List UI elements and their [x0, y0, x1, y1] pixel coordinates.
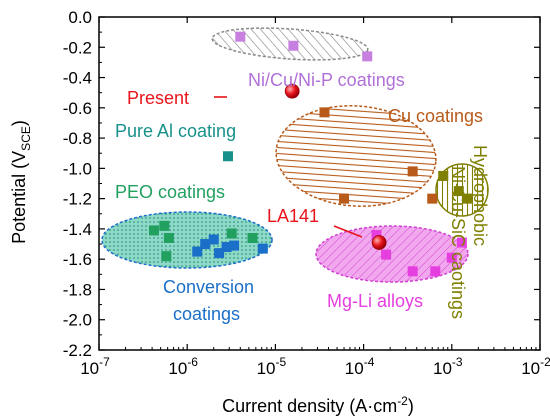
group-labels: Ni/Cu/Ni-P coatings Cu coatings Hydropho… — [115, 70, 490, 324]
label-ni-cu-sic: Ni-Cu-SiC caotings — [448, 166, 468, 319]
point-hydrophobic-ni-cu-sic-caotings — [438, 170, 449, 181]
ellipse-peo-conversion — [101, 211, 273, 269]
ellipse-cu — [275, 105, 437, 207]
label-cu-coatings: Cu coatings — [388, 106, 483, 126]
point-peo-coatings — [163, 232, 174, 243]
point-peo-coatings — [148, 225, 159, 236]
point-conversion-coatings — [214, 248, 225, 259]
point-cu-coatings — [427, 193, 438, 204]
point-peo-coatings — [226, 228, 237, 239]
y-tick-label: -0.6 — [63, 99, 92, 118]
point-peo-coatings — [247, 232, 258, 243]
x-axis-ticks: 10-7 10-6 10-5 10-4 10-3 10-2 — [80, 17, 550, 378]
data-points — [148, 31, 473, 277]
point-ni-cu-ni-p-coatings — [288, 40, 299, 51]
point-mg-li-alloys — [407, 266, 418, 277]
x-tick-label: 10-6 — [168, 355, 198, 378]
point-conversion-coatings — [257, 243, 268, 254]
group-ellipses — [101, 27, 489, 283]
y-tick-label: -1.6 — [63, 250, 92, 269]
point-pure-al-coating — [222, 151, 233, 162]
point-hydrophobic-ni-cu-sic-caotings — [453, 186, 464, 197]
y-tick-label: -1.8 — [63, 280, 92, 299]
y-tick-label: -2.0 — [63, 311, 92, 330]
point-cu-coatings — [339, 193, 350, 204]
y-tick-label: 0.0 — [68, 8, 92, 27]
point-peo-coatings — [159, 220, 170, 231]
x-tick-label: 10-7 — [80, 355, 110, 378]
point-mg-li-alloys — [381, 249, 392, 260]
point-conversion-coatings — [200, 239, 211, 250]
y-tick-label: -1.2 — [63, 190, 92, 209]
point-peo-coatings — [161, 251, 172, 262]
point-ni-cu-ni-p-coatings — [362, 51, 373, 62]
y-tick-label: -2.2 — [63, 341, 92, 360]
point-cu-coatings — [319, 107, 330, 118]
la141-pointer-line — [333, 225, 363, 238]
label-pure-al: Pure Al coating — [115, 121, 236, 141]
x-tick-label: 10-3 — [433, 355, 463, 378]
point-conversion-coatings — [208, 234, 219, 245]
x-tick-label: 10-2 — [521, 355, 550, 378]
label-mg-li: Mg-Li alloys — [327, 291, 423, 311]
point-conversion-coatings — [192, 246, 203, 257]
y-tick-label: -1.0 — [63, 159, 92, 178]
x-tick-label: 10-4 — [345, 355, 375, 378]
point-mg-li-alloys — [430, 266, 441, 277]
point-cu-coatings — [407, 166, 418, 177]
label-conversion-coatings: coatings — [173, 304, 240, 324]
label-peo: PEO coatings — [115, 182, 225, 202]
label-ni-cu-nip: Ni/Cu/Ni-P coatings — [248, 70, 405, 90]
x-tick-label: 10-5 — [257, 355, 287, 378]
x-axis-label: Current density (A·cm-2) — [222, 394, 414, 416]
y-tick-label: -1.4 — [63, 220, 92, 239]
point-la141 — [371, 235, 387, 250]
label-present: Present — [127, 88, 189, 108]
point-conversion-coatings — [229, 240, 240, 251]
point-mg-li-alloys — [446, 252, 457, 263]
point-mg-li-alloys — [456, 237, 467, 248]
point-conversion-coatings — [221, 242, 232, 253]
point-mg-li-alloys — [371, 229, 382, 240]
y-tick-label: -0.8 — [63, 129, 92, 148]
label-conversion: Conversion — [163, 277, 254, 297]
label-la141: LA141 — [267, 206, 319, 226]
point-present — [284, 83, 300, 99]
y-tick-label: -0.4 — [63, 69, 92, 88]
y-tick-label: -0.2 — [63, 38, 92, 57]
y-axis-label: Potential (VSCE) — [9, 120, 33, 244]
point-hydrophobic-ni-cu-sic-caotings — [462, 193, 473, 204]
point-ni-cu-ni-p-coatings — [235, 31, 246, 42]
y-axis-ticks: 0.0 -0.2 -0.4 -0.6 -0.8 -1.0 -1.2 -1.4 -1.6 -1.8 -… — [63, 8, 540, 360]
ellipse-mg-li — [315, 225, 469, 283]
label-hydrophobic: Hydrophobic — [470, 145, 490, 246]
